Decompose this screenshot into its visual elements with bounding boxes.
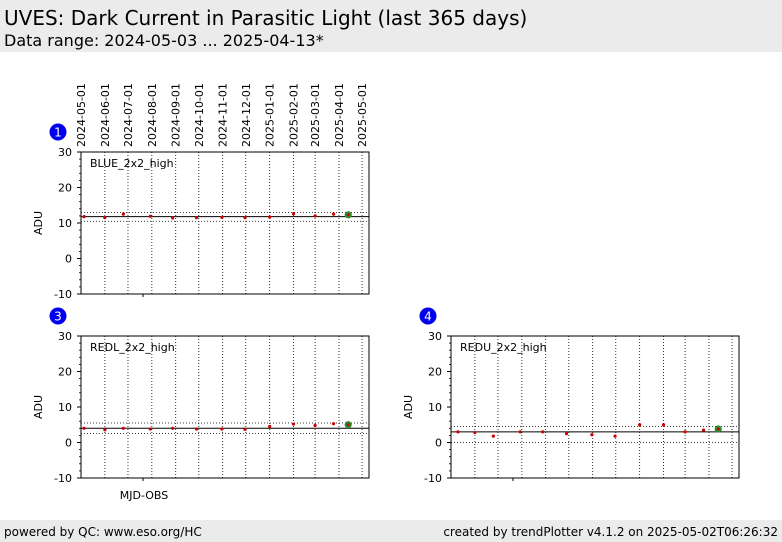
- data-point: [121, 426, 125, 430]
- date-tick-label: 2025-03-01: [309, 83, 322, 147]
- y-tick-label: 20: [428, 366, 442, 379]
- date-tick-label: 2024-09-01: [170, 83, 183, 147]
- data-point: [268, 215, 272, 219]
- data-point: [313, 423, 317, 428]
- data-point: [243, 427, 247, 431]
- data-point: [103, 428, 107, 432]
- data-point: [701, 428, 706, 432]
- data-point: [194, 216, 199, 220]
- date-tick-label: 2024-10-01: [193, 83, 206, 147]
- data-point: [661, 423, 666, 427]
- data-point: [291, 422, 296, 426]
- data-point: [564, 432, 569, 436]
- panel-badge-number: 4: [424, 310, 432, 324]
- data-point: [148, 214, 152, 218]
- data-point: [518, 430, 522, 434]
- y-tick-label: 0: [65, 253, 72, 266]
- data-point: [148, 427, 152, 431]
- panel-label: REDU_2x2_high: [460, 341, 547, 354]
- footer-credit[interactable]: powered by QC: www.eso.org/HC: [4, 525, 202, 539]
- y-tick-label: 10: [58, 401, 72, 414]
- data-point: [121, 212, 125, 216]
- panel-badge: [49, 307, 67, 325]
- y-tick-label: -10: [54, 472, 72, 485]
- panel-frame: [80, 335, 370, 479]
- latest-point-center: [346, 423, 350, 427]
- data-point: [683, 430, 687, 434]
- y-tick-label: 10: [58, 217, 72, 230]
- date-tick-label: 2024-07-01: [122, 83, 135, 147]
- data-point: [638, 423, 642, 427]
- data-point: [220, 215, 224, 219]
- data-point: [220, 427, 224, 431]
- data-point: [82, 426, 86, 430]
- y-tick-label: -10: [54, 288, 72, 301]
- date-tick-label: 2025-01-01: [264, 83, 277, 147]
- y-tick-label: 20: [58, 366, 72, 379]
- data-point: [541, 430, 545, 434]
- data-point: [313, 214, 317, 218]
- date-tick-label: 2025-04-01: [333, 83, 346, 147]
- date-tick-label: 2024-12-01: [240, 83, 253, 147]
- data-point: [82, 215, 86, 219]
- y-tick-label: -10: [424, 472, 442, 485]
- data-point: [171, 216, 175, 220]
- latest-point-center: [716, 427, 720, 431]
- y-tick-label: 30: [58, 330, 72, 343]
- data-point: [613, 434, 617, 438]
- x-axis-label: MJD-OBS: [120, 489, 168, 502]
- panel-badge: [419, 307, 437, 325]
- data-point: [171, 426, 175, 430]
- data-point: [291, 212, 296, 216]
- header-bar: UVES: Dark Current in Parasitic Light (l…: [0, 0, 782, 52]
- page-title: UVES: Dark Current in Parasitic Light (l…: [4, 6, 528, 30]
- panel-badge-number: 3: [54, 310, 62, 324]
- footer-bar: powered by QC: www.eso.org/HC created by…: [0, 520, 782, 542]
- panel-badge-number: 1: [54, 126, 62, 140]
- data-point: [103, 216, 107, 220]
- y-tick-label: 0: [65, 437, 72, 450]
- footer-created: created by trendPlotter v4.1.2 on 2025-0…: [443, 525, 778, 539]
- data-point: [491, 434, 495, 438]
- date-tick-label: 2024-08-01: [146, 83, 159, 147]
- y-tick-label: 30: [58, 146, 72, 159]
- latest-point-center: [346, 213, 350, 217]
- data-point: [331, 422, 336, 426]
- panel-label: BLUE_2x2_high: [90, 157, 174, 170]
- data-point: [590, 433, 594, 437]
- date-tick-label: 2024-11-01: [217, 83, 230, 147]
- date-tick-label: 2025-02-01: [288, 83, 301, 147]
- y-axis-label: ADU: [402, 395, 415, 419]
- panel-frame: [80, 151, 370, 295]
- data-point: [194, 427, 199, 431]
- panel-frame: [450, 335, 740, 479]
- y-tick-label: 20: [58, 182, 72, 195]
- y-tick-label: 30: [428, 330, 442, 343]
- data-point: [331, 212, 336, 216]
- y-tick-label: 0: [435, 437, 442, 450]
- panel-badge: [49, 123, 67, 141]
- panel-label: REDL_2x2_high: [90, 341, 175, 354]
- data-point: [473, 430, 477, 435]
- date-tick-label: 2024-06-01: [99, 83, 112, 147]
- date-tick-label: 2024-05-01: [75, 83, 88, 147]
- data-point: [268, 424, 272, 429]
- y-axis-label: ADU: [32, 211, 45, 235]
- y-axis-label: ADU: [32, 395, 45, 419]
- data-point: [243, 216, 247, 220]
- page-subtitle: Data range: 2024-05-03 ... 2025-04-13*: [4, 31, 324, 50]
- y-tick-label: 10: [428, 401, 442, 414]
- date-tick-label: 2025-05-01: [356, 83, 369, 147]
- data-point: [456, 430, 460, 434]
